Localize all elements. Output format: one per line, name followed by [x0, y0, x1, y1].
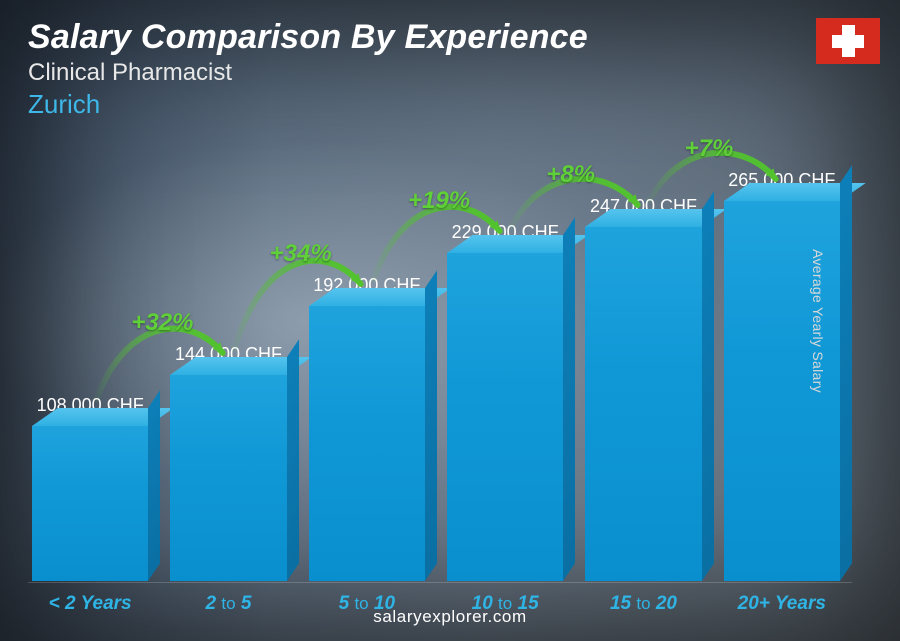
- footer-attribution: salaryexplorer.com: [0, 607, 900, 627]
- bar-group: 144,000 CHF2 to 5: [170, 344, 286, 581]
- page-title: Salary Comparison By Experience: [28, 18, 872, 57]
- bar-group: 229,000 CHF10 to 15: [447, 222, 563, 581]
- bar-chart: 108,000 CHF< 2 Years144,000 CHF2 to 5192…: [32, 150, 840, 581]
- y-axis-label: Average Yearly Salary: [810, 249, 826, 393]
- bar: [309, 306, 425, 581]
- location-label: Zurich: [28, 89, 872, 120]
- header: Salary Comparison By Experience Clinical…: [28, 18, 872, 120]
- percent-increase-label: +8%: [546, 161, 595, 189]
- bar: [585, 227, 701, 581]
- bar: [32, 426, 148, 581]
- bar-group: 192,000 CHF5 to 10: [309, 275, 425, 581]
- percent-increase-label: +32%: [131, 309, 193, 337]
- swiss-flag-icon: [816, 18, 880, 64]
- percent-increase-label: +7%: [685, 135, 734, 163]
- percent-increase-label: +34%: [270, 240, 332, 268]
- bar-group: 108,000 CHF< 2 Years: [32, 395, 148, 581]
- chart-baseline: [28, 582, 852, 583]
- percent-increase-label: +19%: [408, 187, 470, 215]
- job-title: Clinical Pharmacist: [28, 59, 872, 87]
- bar-group: 247,000 CHF15 to 20: [585, 196, 701, 581]
- bar: [447, 253, 563, 581]
- bar: [170, 375, 286, 581]
